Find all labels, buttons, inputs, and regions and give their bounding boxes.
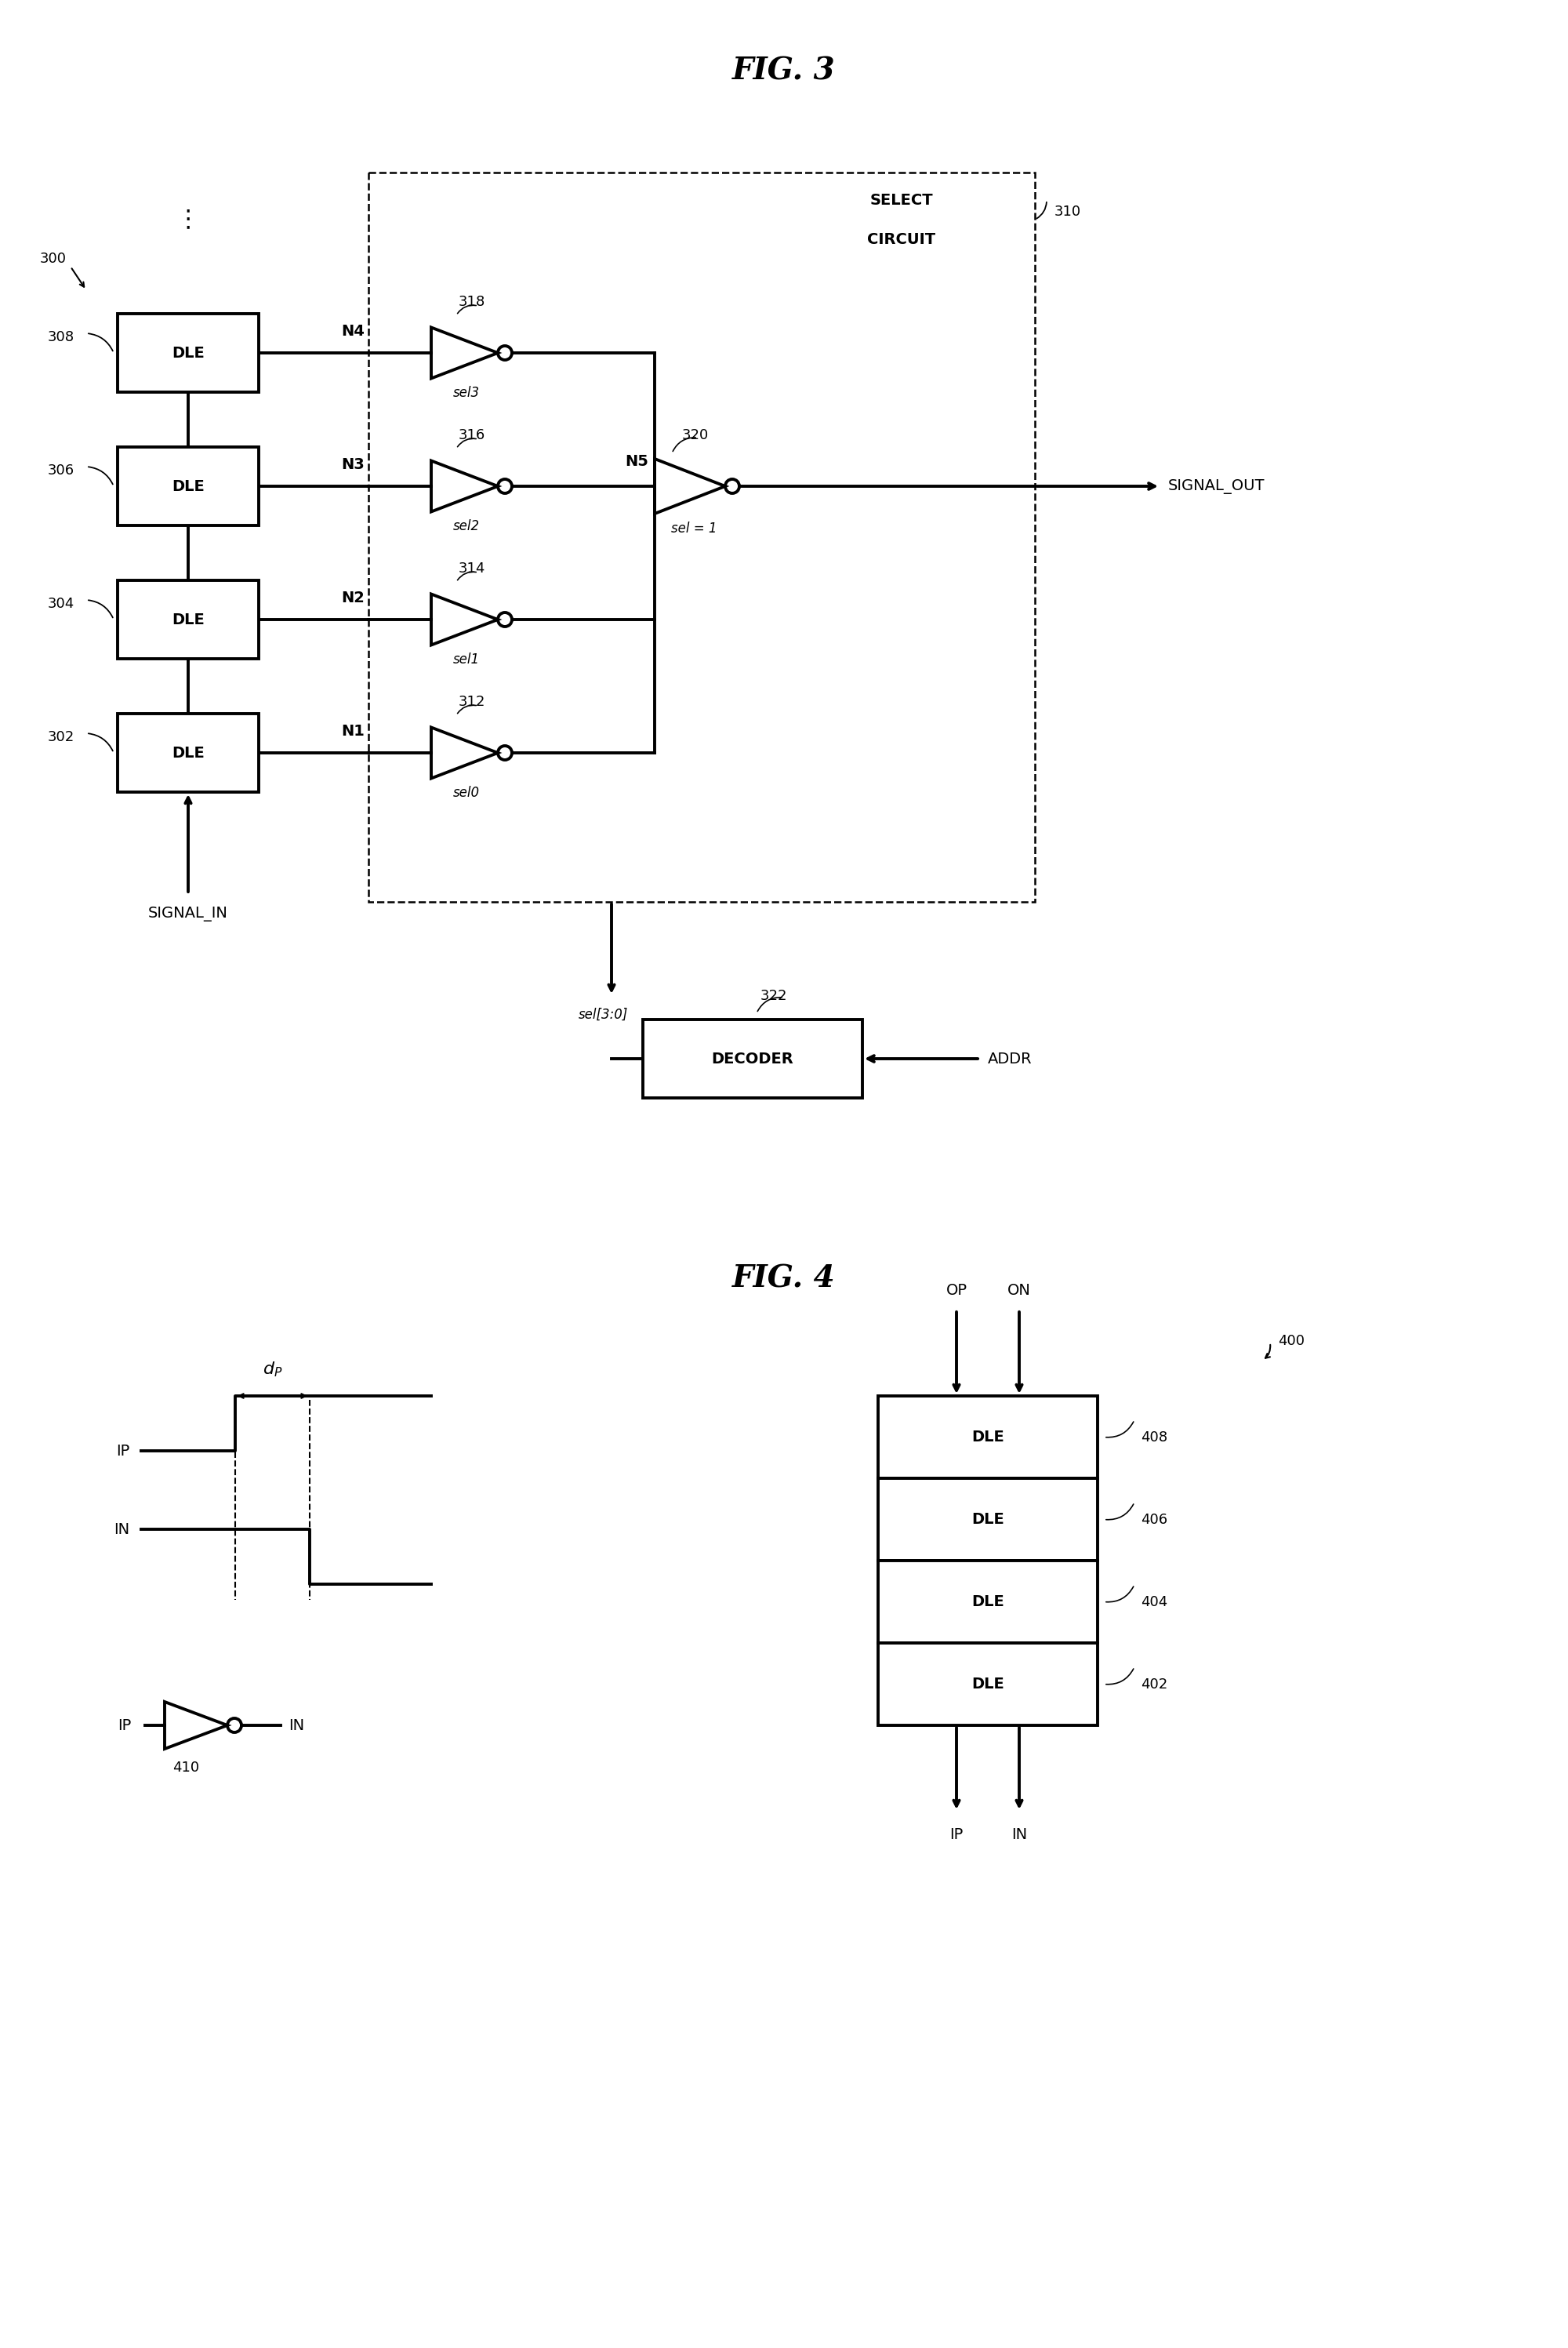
Bar xyxy=(643,1019,862,1099)
Text: SIGNAL_IN: SIGNAL_IN xyxy=(149,906,227,920)
Text: sel1: sel1 xyxy=(453,653,480,667)
Text: sel3: sel3 xyxy=(453,385,480,399)
Text: N4: N4 xyxy=(342,324,365,338)
Text: 404: 404 xyxy=(1142,1594,1168,1608)
Text: SELECT: SELECT xyxy=(870,193,933,207)
Text: 314: 314 xyxy=(458,561,486,575)
Bar xyxy=(878,1561,1098,1644)
Text: IN: IN xyxy=(113,1522,129,1536)
Text: sel0: sel0 xyxy=(453,787,480,801)
Bar xyxy=(118,446,259,526)
Text: DLE: DLE xyxy=(972,1676,1004,1691)
Text: 302: 302 xyxy=(47,730,75,744)
Bar xyxy=(878,1644,1098,1726)
Text: ⋮: ⋮ xyxy=(176,209,201,230)
Text: IP: IP xyxy=(950,1827,963,1843)
Text: 322: 322 xyxy=(760,989,787,1003)
Text: ON: ON xyxy=(1008,1282,1030,1298)
Text: 410: 410 xyxy=(172,1761,199,1775)
Text: 316: 316 xyxy=(458,427,486,441)
Text: N2: N2 xyxy=(342,592,365,606)
Text: DLE: DLE xyxy=(972,1512,1004,1526)
Text: $d_P$: $d_P$ xyxy=(262,1359,282,1378)
Bar xyxy=(118,315,259,392)
Bar xyxy=(878,1479,1098,1561)
Text: N5: N5 xyxy=(626,453,649,470)
Text: sel[3:0]: sel[3:0] xyxy=(579,1007,629,1021)
Text: DLE: DLE xyxy=(172,613,204,627)
Text: sel2: sel2 xyxy=(453,519,480,533)
Text: CIRCUIT: CIRCUIT xyxy=(867,232,936,247)
Text: 402: 402 xyxy=(1142,1676,1168,1691)
Text: 320: 320 xyxy=(682,427,709,441)
Text: 306: 306 xyxy=(47,463,75,477)
Text: SIGNAL_OUT: SIGNAL_OUT xyxy=(1168,479,1265,493)
Text: DLE: DLE xyxy=(972,1594,1004,1608)
Text: FIG. 3: FIG. 3 xyxy=(732,56,836,85)
Text: IN: IN xyxy=(289,1719,304,1733)
Text: N1: N1 xyxy=(342,723,365,740)
Text: N3: N3 xyxy=(342,458,365,472)
Text: IP: IP xyxy=(118,1719,132,1733)
Text: DLE: DLE xyxy=(172,744,204,761)
Text: DLE: DLE xyxy=(972,1430,1004,1444)
Text: ADDR: ADDR xyxy=(988,1052,1032,1066)
Bar xyxy=(118,714,259,791)
Text: 400: 400 xyxy=(1278,1334,1305,1348)
Text: FIG. 4: FIG. 4 xyxy=(732,1263,836,1294)
Text: 408: 408 xyxy=(1142,1430,1168,1444)
Text: 304: 304 xyxy=(47,596,75,610)
Text: 308: 308 xyxy=(47,331,75,345)
Text: 312: 312 xyxy=(458,695,486,709)
Text: 318: 318 xyxy=(458,296,486,310)
Text: 310: 310 xyxy=(1054,204,1082,218)
Text: DLE: DLE xyxy=(172,345,204,359)
Bar xyxy=(368,171,1035,902)
Text: 300: 300 xyxy=(41,251,66,265)
Text: 406: 406 xyxy=(1142,1512,1168,1526)
Text: OP: OP xyxy=(946,1282,967,1298)
Text: DECODER: DECODER xyxy=(712,1052,793,1066)
Text: DLE: DLE xyxy=(172,479,204,493)
Text: IN: IN xyxy=(1011,1827,1027,1843)
Text: IP: IP xyxy=(116,1444,129,1458)
Text: sel = 1: sel = 1 xyxy=(671,521,717,535)
Bar xyxy=(118,580,259,660)
Bar xyxy=(878,1397,1098,1479)
